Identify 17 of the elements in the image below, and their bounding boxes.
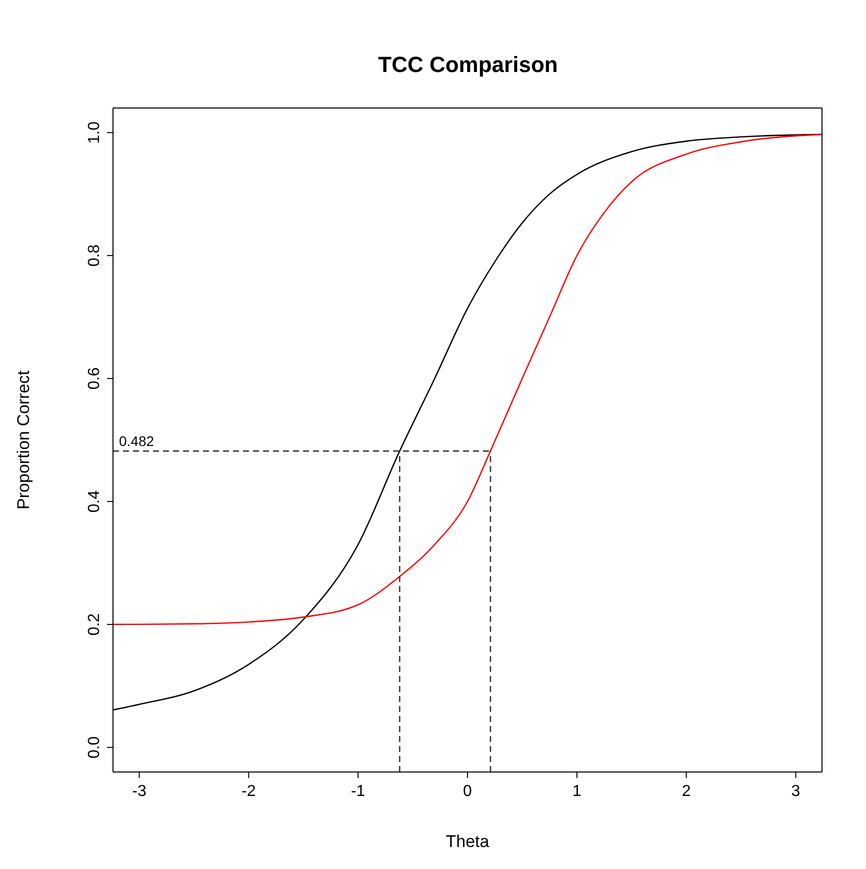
y-tick-label: 0.8 xyxy=(86,244,103,267)
annotation: 0.482 xyxy=(119,433,154,450)
x-tick-label: 1 xyxy=(572,783,582,800)
x-tick-label: 0 xyxy=(463,783,472,800)
x-tick-label: 2 xyxy=(682,783,691,800)
y-tick-label: 0.4 xyxy=(86,490,103,513)
y-axis-title: Proportion Correct xyxy=(14,370,34,510)
x-tick-label: -3 xyxy=(132,783,146,800)
y-tick-label: 0.6 xyxy=(86,367,103,390)
x-axis-title: Theta xyxy=(446,832,490,851)
x-tick-label: -2 xyxy=(242,783,256,800)
x-tick-label: 3 xyxy=(791,783,800,800)
chart-title: TCC Comparison xyxy=(377,51,559,79)
x-tick-label: -1 xyxy=(350,783,366,800)
y-tick-label: 1.0 xyxy=(86,121,103,144)
y-tick-label: 0.2 xyxy=(86,613,103,636)
y-tick-label: 0.0 xyxy=(86,736,103,759)
